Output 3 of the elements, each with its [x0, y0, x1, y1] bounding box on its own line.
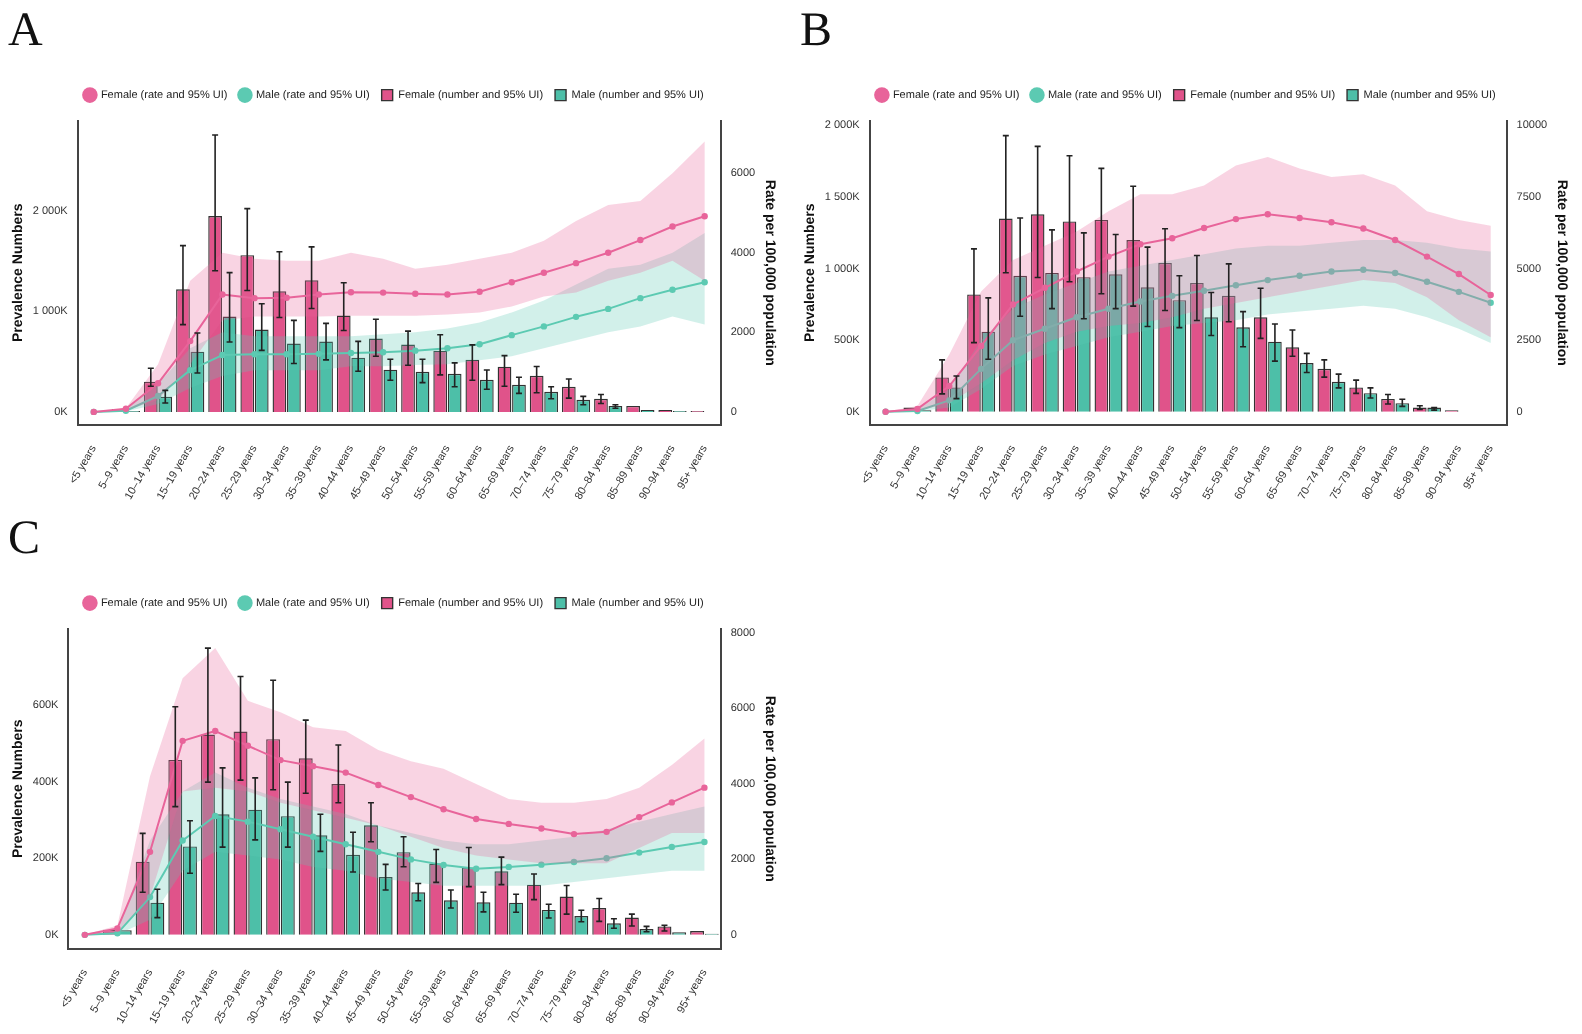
chart-title: A [8, 5, 44, 58]
chart-title: C [8, 513, 41, 566]
chart-title: B [800, 5, 833, 58]
